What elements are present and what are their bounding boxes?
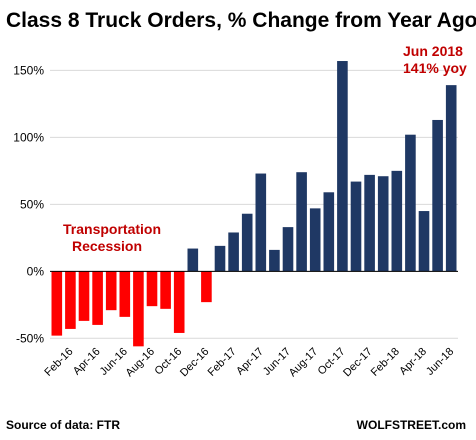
x-tick-label: Apr-18 bbox=[397, 346, 429, 378]
recession-annotation-line2: Recession bbox=[72, 238, 142, 254]
bar-may-17 bbox=[269, 249, 280, 272]
bar-nov-16 bbox=[187, 248, 199, 272]
bar-jul-16 bbox=[133, 271, 144, 347]
bar-jan-18 bbox=[377, 176, 389, 272]
bar-apr-18 bbox=[418, 211, 430, 272]
x-tick-label: Dec-16 bbox=[178, 346, 212, 380]
bar-nov-17 bbox=[350, 181, 362, 272]
y-tick-label: 0% bbox=[27, 264, 45, 278]
bar-oct-16 bbox=[173, 271, 185, 333]
bar-apr-16 bbox=[92, 271, 103, 325]
bar-may-16 bbox=[105, 271, 117, 311]
x-axis: Feb-16Apr-16Jun-16Aug-16Oct-16Dec-16Feb-… bbox=[42, 346, 456, 380]
chart-title: Class 8 Truck Orders, % Change from Year… bbox=[6, 9, 476, 32]
y-axis: -50% 0% 50% 100% 150% bbox=[13, 63, 44, 345]
x-tick-label: Apr-17 bbox=[234, 346, 266, 378]
x-tick-label: Feb-17 bbox=[206, 346, 239, 379]
x-tick-label: Aug-16 bbox=[124, 346, 158, 380]
brand-watermark: WOLFSTREET.com bbox=[357, 418, 466, 432]
x-tick-label: Jun-18 bbox=[424, 346, 456, 378]
latest-annotation-line1: Jun 2018 bbox=[403, 43, 463, 59]
bar-aug-16 bbox=[146, 271, 158, 307]
bars bbox=[51, 61, 457, 347]
x-tick-label: Dec-17 bbox=[341, 346, 375, 380]
bar-dec-17 bbox=[364, 174, 375, 272]
y-tick-label: 100% bbox=[13, 130, 44, 144]
y-tick-label: -50% bbox=[16, 331, 44, 345]
x-tick-label: Apr-16 bbox=[71, 346, 103, 378]
bar-feb-17 bbox=[228, 232, 239, 272]
bar-mar-17 bbox=[241, 213, 253, 272]
latest-annotation-line2: 141% yoy bbox=[403, 60, 467, 76]
bar-feb-16 bbox=[65, 271, 76, 329]
x-tick-label: Feb-16 bbox=[42, 346, 75, 379]
bar-jan-17 bbox=[214, 245, 226, 272]
x-tick-label: Aug-17 bbox=[287, 346, 321, 380]
bar-jan-16 bbox=[51, 271, 63, 336]
bar-dec-16 bbox=[201, 271, 212, 303]
bar-sep-17 bbox=[323, 192, 335, 272]
bar-may-18 bbox=[432, 119, 443, 272]
bar-jun-17 bbox=[282, 227, 294, 272]
y-tick-label: 150% bbox=[13, 63, 44, 77]
bar-oct-17 bbox=[337, 61, 348, 272]
recession-annotation-line1: Transportation bbox=[63, 221, 161, 237]
bar-feb-18 bbox=[391, 170, 403, 272]
bar-jun-16 bbox=[119, 271, 131, 317]
y-tick-label: 50% bbox=[20, 197, 44, 211]
bar-mar-18 bbox=[405, 134, 416, 272]
bar-mar-16 bbox=[78, 271, 90, 321]
source-note: Source of data: FTR bbox=[6, 418, 120, 432]
bar-sep-16 bbox=[160, 271, 171, 309]
bar-apr-17 bbox=[255, 173, 267, 272]
x-tick-label: Feb-18 bbox=[369, 346, 402, 379]
bar-jul-17 bbox=[296, 172, 307, 272]
bar-jun-18 bbox=[445, 85, 457, 272]
bar-aug-17 bbox=[309, 208, 321, 272]
